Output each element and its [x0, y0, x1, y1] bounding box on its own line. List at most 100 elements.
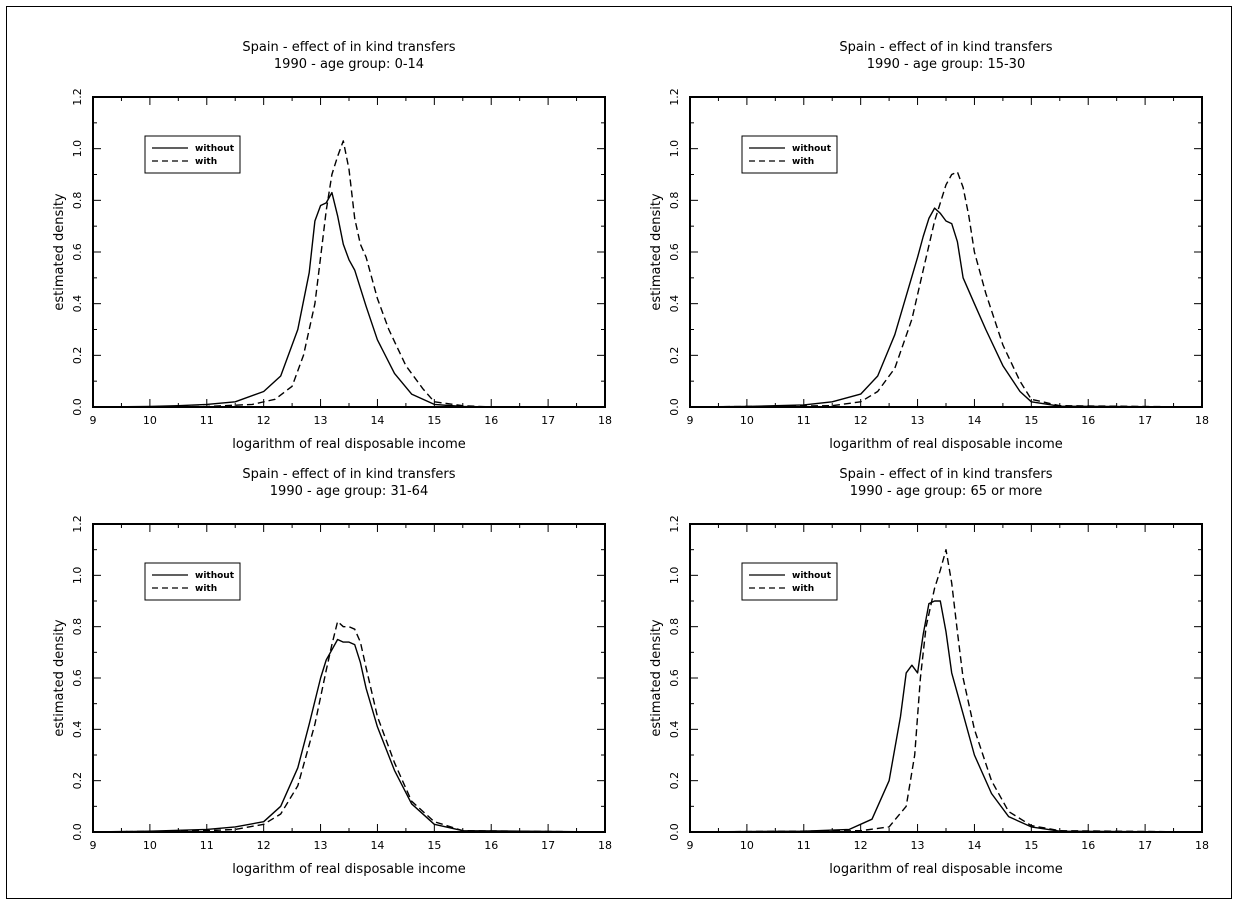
legend: without with — [741, 135, 838, 174]
x-tick-label: 14 — [370, 414, 384, 427]
x-tick-label: 12 — [854, 414, 868, 427]
x-tick-label: 13 — [911, 839, 925, 852]
x-tick-label: 18 — [598, 839, 612, 852]
y-tick-label: 0.0 — [668, 823, 681, 841]
series-line-without — [689, 600, 1203, 833]
x-tick-label: 13 — [911, 414, 925, 427]
x-tick-label: 16 — [1081, 414, 1095, 427]
y-tick-label: 0.0 — [668, 398, 681, 416]
y-tick-label: 0.2 — [71, 347, 84, 365]
x-tick-label: 12 — [257, 839, 271, 852]
legend-label-with: with — [195, 584, 217, 594]
legend-label-with: with — [792, 584, 814, 594]
x-tick-label: 9 — [687, 414, 694, 427]
x-tick-label: 17 — [541, 414, 555, 427]
x-tick-label: 11 — [797, 839, 811, 852]
y-tick-label: 1.2 — [71, 88, 84, 106]
legend: without with — [144, 562, 241, 601]
series-line-without — [92, 638, 606, 833]
y-tick-label: 0.6 — [71, 243, 84, 261]
y-tick-label: 0.6 — [668, 669, 681, 687]
series-line-with — [689, 171, 1203, 408]
legend-label-without: without — [195, 571, 235, 581]
y-axis-label: estimated density — [649, 193, 664, 311]
legend-label-without: without — [195, 144, 235, 154]
x-tick-label: 15 — [427, 839, 441, 852]
x-tick-label: 11 — [200, 839, 214, 852]
y-tick-label: 0.0 — [71, 823, 84, 841]
x-tick-label: 13 — [314, 414, 328, 427]
series-line-without — [689, 207, 1203, 408]
x-tick-label: 14 — [967, 414, 981, 427]
x-tick-label: 14 — [967, 839, 981, 852]
x-tick-label: 16 — [484, 414, 498, 427]
legend-box — [144, 135, 241, 174]
y-tick-label: 0.8 — [71, 618, 84, 636]
y-tick-label: 0.8 — [668, 618, 681, 636]
y-tick-label: 1.0 — [71, 567, 84, 585]
y-tick-label: 0.2 — [71, 772, 84, 790]
x-tick-label: 14 — [370, 839, 384, 852]
y-tick-label: 0.2 — [668, 347, 681, 365]
y-axis-label: estimated density — [52, 193, 67, 311]
y-tick-label: 1.2 — [71, 515, 84, 533]
y-tick-label: 1.0 — [71, 140, 84, 158]
chart-title: Spain - effect of in kind transfers — [839, 467, 1052, 482]
x-axis-label: logarithm of real disposable income — [232, 862, 466, 877]
y-tick-label: 0.4 — [71, 295, 84, 313]
legend: without with — [741, 562, 838, 601]
chart-subtitle: 1990 - age group: 65 or more — [850, 484, 1042, 499]
series-line-with — [689, 549, 1203, 833]
y-tick-label: 0.4 — [668, 295, 681, 313]
chart-panel-2: Spain - effect of in kind transfers 1990 … — [649, 40, 1209, 452]
chart-subtitle: 1990 - age group: 0-14 — [274, 57, 424, 72]
y-tick-label: 0.0 — [71, 398, 84, 416]
chart-subtitle: 1990 - age group: 15-30 — [867, 57, 1025, 72]
legend-label-without: without — [792, 571, 832, 581]
x-tick-label: 9 — [687, 839, 694, 852]
legend-box — [741, 562, 838, 601]
x-tick-label: 12 — [854, 839, 868, 852]
x-tick-label: 17 — [1138, 839, 1152, 852]
y-axis-label: estimated density — [649, 619, 664, 737]
x-tick-label: 15 — [1024, 414, 1038, 427]
x-tick-label: 10 — [740, 414, 754, 427]
x-tick-label: 17 — [1138, 414, 1152, 427]
y-tick-label: 1.0 — [668, 140, 681, 158]
figure-frame — [6, 6, 1232, 899]
x-tick-label: 12 — [257, 414, 271, 427]
x-tick-label: 16 — [484, 839, 498, 852]
legend: without with — [144, 135, 241, 174]
legend-label-with: with — [195, 157, 217, 167]
y-tick-label: 0.4 — [71, 721, 84, 739]
x-tick-label: 18 — [1195, 414, 1209, 427]
y-tick-label: 1.0 — [668, 567, 681, 585]
x-tick-label: 10 — [740, 839, 754, 852]
series-line-without — [92, 191, 605, 408]
chart-title: Spain - effect of in kind transfers — [242, 40, 455, 55]
legend-label-with: with — [792, 157, 814, 167]
chart-title: Spain - effect of in kind transfers — [242, 467, 455, 482]
chart-title: Spain - effect of in kind transfers — [839, 40, 1052, 55]
chart-panel-4: Spain - effect of in kind transfers 1990 … — [649, 467, 1209, 877]
y-tick-label: 0.4 — [668, 721, 681, 739]
x-tick-label: 18 — [598, 414, 612, 427]
y-tick-label: 0.8 — [668, 192, 681, 210]
x-tick-label: 18 — [1195, 839, 1209, 852]
x-tick-label: 11 — [797, 414, 811, 427]
x-tick-label: 15 — [1024, 839, 1038, 852]
chart-panel-3: Spain - effect of in kind transfers 1990 … — [52, 467, 612, 877]
series-line-with — [92, 620, 606, 833]
x-tick-label: 11 — [200, 414, 214, 427]
x-axis-label: logarithm of real disposable income — [232, 437, 466, 452]
x-tick-label: 10 — [143, 414, 157, 427]
y-axis-label: estimated density — [52, 619, 67, 737]
x-tick-label: 10 — [143, 839, 157, 852]
x-tick-label: 17 — [541, 839, 555, 852]
legend-box — [144, 562, 241, 601]
y-tick-label: 0.6 — [71, 669, 84, 687]
x-tick-label: 13 — [314, 839, 328, 852]
x-tick-label: 9 — [90, 839, 97, 852]
chart-subtitle: 1990 - age group: 31-64 — [270, 484, 428, 499]
